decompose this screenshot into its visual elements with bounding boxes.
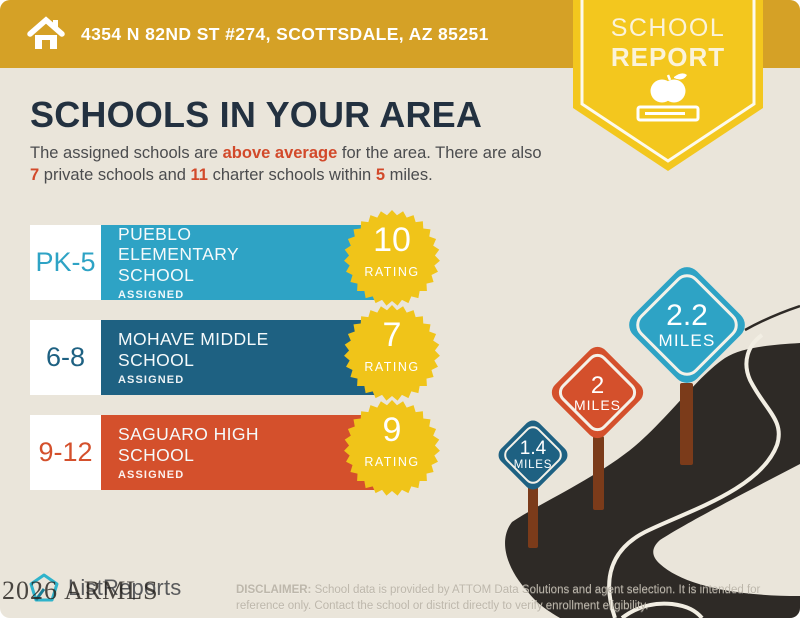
starburst-shape bbox=[344, 400, 440, 496]
intro-highlight: 11 bbox=[190, 165, 208, 184]
distance-sign-2-2-miles: 2.2 MILES bbox=[623, 261, 751, 389]
grade-range-box: 9-12 bbox=[30, 415, 101, 490]
school-name: MOHAVE MIDDLE SCHOOL bbox=[118, 329, 269, 370]
school-name: PUEBLO ELEMENTARY SCHOOL bbox=[118, 224, 240, 285]
armls-watermark: 2026 ARMLS bbox=[2, 576, 159, 605]
apple-on-books-icon bbox=[636, 73, 700, 122]
listreports-logo: ListReports bbox=[28, 572, 181, 604]
distance-sign-2-miles: 2 MILES bbox=[547, 342, 648, 443]
rating-starburst: 10 RATING bbox=[342, 208, 442, 308]
intro-highlight: 7 bbox=[30, 165, 40, 184]
distance-sign-label: 2 MILES bbox=[562, 357, 633, 428]
intro-segment: charter schools within bbox=[207, 165, 376, 184]
distance-sign-label: 2.2 MILES bbox=[642, 280, 732, 370]
rating-value: 9 bbox=[382, 411, 402, 449]
rating-label: RATING bbox=[364, 265, 420, 279]
grade-range: PK-5 bbox=[35, 247, 96, 277]
assigned-label: ASSIGNED bbox=[118, 288, 185, 301]
home-icon bbox=[27, 16, 65, 49]
school-row-middle: 6-8 MOHAVE MIDDLE SCHOOL ASSIGNED 7 RATIN… bbox=[30, 305, 480, 401]
grade-range: 6-8 bbox=[45, 342, 86, 372]
distance-unit: MILES bbox=[573, 396, 621, 413]
starburst-shape bbox=[344, 210, 440, 306]
intro-segment: The assigned schools are bbox=[30, 144, 223, 162]
sign-post bbox=[593, 436, 604, 510]
school-report-badge: SCHOOL REPORT bbox=[573, 0, 763, 176]
rating-starburst: 7 RATING bbox=[342, 303, 442, 403]
sign-post bbox=[680, 383, 693, 465]
rating-label: RATING bbox=[364, 455, 420, 469]
distance-value: 1.4 bbox=[519, 438, 547, 459]
listreports-house-icon bbox=[29, 573, 59, 602]
intro-highlight: 5 bbox=[375, 165, 385, 184]
grade-range: 9-12 bbox=[38, 437, 93, 467]
intro-segment: miles. bbox=[385, 165, 433, 184]
distance-unit: MILES bbox=[658, 330, 716, 350]
disclaimer-label: DISCLAIMER: bbox=[236, 583, 312, 596]
intro-segment: private schools and bbox=[39, 165, 191, 184]
distance-value: 2.2 bbox=[666, 299, 708, 333]
intro-text: The assigned schools are above average f… bbox=[30, 143, 550, 187]
assigned-label: ASSIGNED bbox=[118, 373, 185, 386]
grade-range-box: 6-8 bbox=[30, 320, 101, 395]
disclaimer-text: DISCLAIMER: School data is provided by A… bbox=[236, 583, 761, 613]
intro-highlight: above average bbox=[222, 144, 338, 162]
school-row-elementary: PK-5 PUEBLO ELEMENTARY SCHOOL ASSIGNED 10… bbox=[30, 210, 480, 306]
school-bar: SAGUARO HIGH SCHOOL ASSIGNED bbox=[101, 415, 380, 490]
rating-label: RATING bbox=[364, 360, 420, 374]
distance-sign-label: 1.4 MILES bbox=[506, 428, 560, 482]
intro-segment: for the area. There are also bbox=[337, 144, 542, 162]
grade-range-box: PK-5 bbox=[30, 225, 101, 300]
distance-unit: MILES bbox=[513, 458, 553, 471]
assigned-label: ASSIGNED bbox=[118, 468, 185, 481]
rating-value: 7 bbox=[382, 316, 402, 354]
page-title: SCHOOLS IN YOUR AREA bbox=[30, 94, 483, 135]
property-address: 4354 N 82ND ST #274, SCOTTSDALE, AZ 8525… bbox=[81, 23, 489, 44]
school-name: SAGUARO HIGH SCHOOL bbox=[118, 424, 259, 465]
school-bar: MOHAVE MIDDLE SCHOOL ASSIGNED bbox=[101, 320, 380, 395]
starburst-shape bbox=[344, 305, 440, 401]
school-bar: PUEBLO ELEMENTARY SCHOOL ASSIGNED bbox=[101, 224, 380, 301]
distance-sign-1-4-miles: 1.4 MILES bbox=[494, 416, 572, 494]
road-illustration bbox=[505, 304, 800, 618]
listreports-logo-text: ListReports bbox=[68, 575, 182, 600]
badge-title-line2: REPORT bbox=[610, 42, 726, 72]
sign-post bbox=[528, 486, 538, 548]
badge-title-line1: SCHOOL bbox=[610, 14, 726, 42]
distance-value: 2 bbox=[590, 371, 605, 399]
rating-starburst: 9 RATING bbox=[342, 398, 442, 498]
school-row-high: 9-12 SAGUARO HIGH SCHOOL ASSIGNED 9 RATIN… bbox=[30, 400, 480, 496]
rating-value: 10 bbox=[373, 221, 411, 259]
